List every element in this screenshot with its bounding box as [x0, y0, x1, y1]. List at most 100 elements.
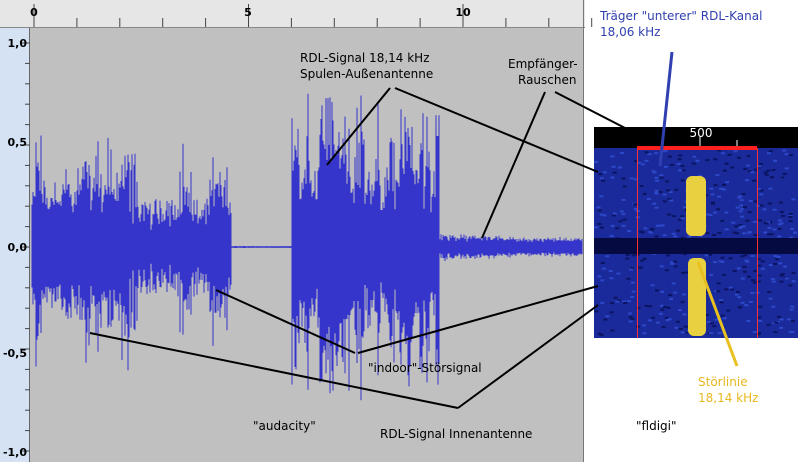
noise-dot — [616, 299, 621, 302]
noise-dot — [738, 224, 743, 226]
noise-dot — [708, 214, 713, 217]
noise-dot — [708, 253, 713, 256]
noise-dot — [620, 152, 625, 154]
noise-dot — [730, 166, 735, 169]
annotation: 18,06 kHz — [600, 25, 660, 39]
noise-dot — [760, 260, 765, 263]
noise-dot — [629, 268, 633, 271]
noise-dot — [776, 255, 781, 258]
noise-dot — [716, 208, 721, 211]
noise-dot — [740, 255, 745, 258]
noise-dot — [659, 304, 664, 307]
pointer — [394, 87, 599, 173]
noise-dot — [710, 193, 715, 196]
noise-dot — [673, 260, 678, 263]
noise-dot — [617, 166, 622, 169]
noise-dot — [621, 198, 626, 201]
noise-dot — [750, 292, 755, 294]
noise-dot — [628, 320, 633, 323]
noise-dot — [772, 228, 777, 231]
noise-dot — [756, 204, 761, 207]
noise-dot — [673, 291, 678, 294]
amplitude-label: 1,0 — [8, 37, 28, 50]
noise-dot — [651, 170, 656, 173]
noise-dot — [716, 290, 721, 293]
noise-dot — [717, 195, 721, 198]
noise-dot — [784, 277, 789, 280]
noise-dot — [726, 309, 731, 312]
noise-dot — [718, 260, 723, 263]
noise-dot — [705, 159, 710, 162]
noise-dot — [658, 191, 663, 193]
noise-dot — [734, 225, 739, 228]
noise-dot — [687, 235, 692, 238]
amplitude-label: -1,0 — [3, 446, 27, 459]
noise-dot — [646, 198, 651, 200]
noise-dot — [667, 155, 672, 158]
noise-dot — [753, 234, 758, 237]
noise-dot — [719, 301, 724, 304]
noise-dot — [716, 282, 721, 285]
noise-dot — [651, 316, 656, 319]
noise-dot — [756, 187, 761, 190]
noise-dot — [599, 226, 604, 229]
noise-dot — [730, 288, 734, 291]
noise-dot — [630, 295, 635, 298]
pointer — [215, 289, 356, 354]
noise-dot — [745, 219, 750, 222]
noise-dot — [779, 326, 784, 329]
noise-dot — [746, 320, 751, 322]
noise-dot — [719, 187, 724, 190]
noise-dot — [594, 160, 599, 163]
noise-dot — [644, 304, 649, 307]
noise-dot — [720, 256, 725, 259]
noise-dot — [680, 215, 685, 218]
noise-dot — [722, 188, 727, 191]
noise-dot — [777, 227, 782, 230]
noise-dot — [600, 262, 605, 264]
scale-label: 500 — [690, 126, 713, 140]
noise-dot — [659, 265, 664, 268]
noise-dot — [692, 155, 697, 158]
noise-dot — [721, 152, 725, 155]
noise-dot — [713, 158, 718, 161]
noise-dot — [738, 210, 743, 213]
noise-dot — [665, 180, 670, 183]
noise-dot — [782, 149, 787, 152]
noise-dot — [631, 290, 636, 293]
noise-dot — [660, 290, 665, 293]
noise-dot — [677, 158, 682, 161]
noise-dot — [647, 153, 652, 156]
noise-dot — [740, 301, 745, 304]
noise-dot — [756, 333, 761, 336]
noise-dot — [783, 265, 787, 268]
annotation: Rauschen — [518, 73, 576, 87]
noise-dot — [599, 333, 604, 336]
noise-dot — [772, 208, 777, 211]
noise-dot — [611, 165, 616, 168]
noise-dot — [727, 153, 732, 156]
noise-dot — [791, 280, 796, 283]
noise-dot — [777, 235, 782, 238]
fldigi-waterfall: 500 — [594, 126, 798, 338]
noise-dot — [683, 325, 688, 328]
noise-dot — [598, 173, 603, 176]
noise-dot — [770, 176, 774, 179]
noise-dot — [779, 280, 784, 283]
noise-dot — [594, 310, 599, 313]
noise-dot — [673, 235, 678, 238]
noise-dot — [612, 212, 617, 215]
noise-dot — [717, 149, 721, 152]
carrier-pointer — [658, 51, 674, 167]
noise-dot — [788, 213, 793, 216]
noise-dot — [788, 284, 793, 287]
noise-dot — [623, 302, 628, 304]
noise-dot — [758, 305, 763, 308]
noise-dot — [618, 220, 623, 223]
noise-dot — [671, 232, 676, 235]
noise-dot — [731, 221, 736, 224]
noise-dot — [662, 234, 667, 237]
noise-dot — [691, 162, 696, 165]
noise-dot — [713, 211, 718, 214]
noise-dot — [722, 169, 727, 172]
